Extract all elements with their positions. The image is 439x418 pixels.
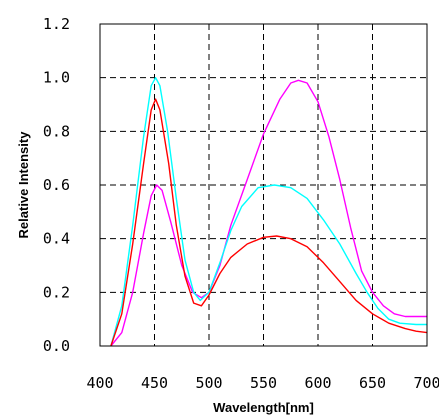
y-tick-label: 1.0 xyxy=(43,69,70,87)
x-tick-label: 500 xyxy=(195,374,222,392)
y-tick-label: 0.8 xyxy=(43,122,70,140)
x-tick-label: 450 xyxy=(141,374,168,392)
grid xyxy=(100,24,427,346)
x-tick-label: 400 xyxy=(86,374,113,392)
series-line-3 xyxy=(110,98,428,347)
y-tick-label: 1.2 xyxy=(43,15,70,33)
series-lines xyxy=(110,77,428,347)
x-axis-label: Wavelength[nm] xyxy=(213,400,314,415)
series-line-1 xyxy=(110,79,427,347)
plot-area-frame xyxy=(99,23,428,347)
y-tick-label: 0.4 xyxy=(43,230,70,248)
y-tick-label: 0.2 xyxy=(43,283,70,301)
x-tick-label: 700 xyxy=(413,374,439,392)
y-tick-labels: 0.0 0.2 0.4 0.6 0.8 1.0 1.2 xyxy=(43,15,70,355)
y-tick-label: 0.0 xyxy=(43,337,70,355)
y-tick-label: 0.6 xyxy=(43,176,70,194)
y-axis-label: Relative Intensity xyxy=(16,131,31,239)
series-line-2 xyxy=(110,77,427,347)
x-tick-label: 600 xyxy=(304,374,331,392)
x-tick-label: 650 xyxy=(359,374,386,392)
x-tick-labels: 400 450 500 550 600 650 700 xyxy=(86,374,439,392)
x-tick-label: 550 xyxy=(250,374,277,392)
